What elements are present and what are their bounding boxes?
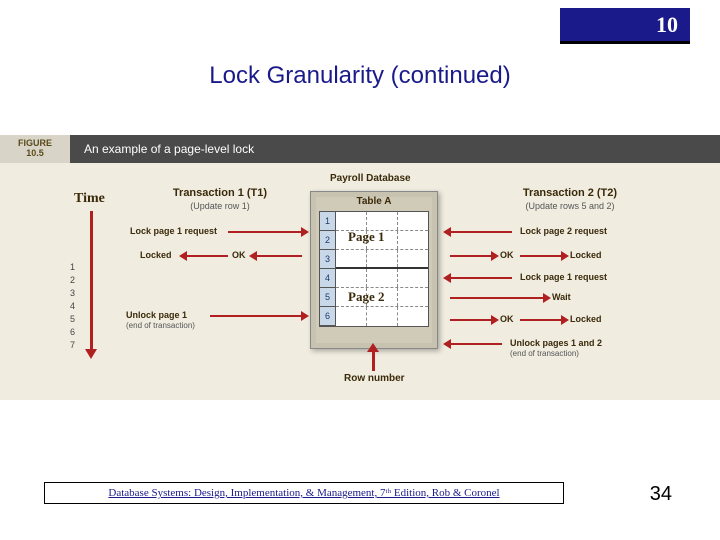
t2-evt1: Lock page 2 request	[520, 227, 607, 237]
t1-evt2r: OK	[232, 251, 246, 261]
arrow-right-icon	[450, 297, 544, 299]
page1-label: Page 1	[348, 229, 384, 245]
t1-evt1: Lock page 1 request	[130, 227, 217, 237]
row-num: 6	[320, 307, 336, 326]
page-number: 34	[650, 483, 672, 506]
table-title: Table A	[311, 192, 437, 209]
arrow-right-icon	[210, 315, 302, 317]
t2-title: Transaction 2 (T2)	[523, 187, 617, 199]
row-num: 3	[320, 250, 336, 269]
arrow-right-icon	[520, 255, 562, 257]
tick: 5	[70, 313, 75, 326]
rownum-arrow-icon	[372, 351, 375, 371]
t2-evt2r: Locked	[570, 251, 602, 261]
tick: 1	[70, 261, 75, 274]
diagram: Time 1 2 3 4 5 6 7 Transaction 1 (T1) (U…	[0, 163, 720, 400]
figure-area: FIGURE 10.5 An example of a page-level l…	[0, 135, 720, 400]
time-ticks: 1 2 3 4 5 6 7	[70, 261, 75, 352]
tick: 4	[70, 300, 75, 313]
figure-label: FIGURE 10.5	[0, 135, 70, 163]
t1-evt3: Unlock page 1 (end of transaction)	[126, 311, 195, 331]
table-box: Table A 1 2 3 4 5 6	[310, 191, 438, 349]
t1-header: Transaction 1 (T1) (Update row 1)	[150, 187, 290, 213]
footer-text: Database Systems: Design, Implementation…	[108, 487, 499, 499]
arrow-right-icon	[228, 231, 302, 233]
db-label: Payroll Database	[330, 173, 411, 184]
tick: 2	[70, 274, 75, 287]
t2-evt2l: OK	[500, 251, 514, 261]
arrow-left-icon	[450, 231, 512, 233]
slide-title: Lock Granularity (continued)	[0, 62, 720, 90]
t1-title: Transaction 1 (T1)	[173, 187, 267, 199]
figure-caption: An example of a page-level lock	[70, 142, 254, 156]
arrow-left-icon	[450, 277, 512, 279]
arrow-right-icon	[450, 255, 492, 257]
chapter-box: 10	[560, 8, 690, 44]
arrow-left-icon	[450, 343, 502, 345]
figure-header: FIGURE 10.5 An example of a page-level l…	[0, 135, 720, 163]
arrow-left-icon	[186, 255, 228, 257]
t1-evt3-text: Unlock page 1	[126, 310, 187, 320]
arrow-right-icon	[450, 319, 492, 321]
rownum-label: Row number	[344, 373, 405, 384]
tick: 7	[70, 339, 75, 352]
time-label: Time	[74, 191, 105, 207]
row-num: 4	[320, 269, 336, 288]
t2-sub: (Update rows 5 and 2)	[525, 201, 614, 211]
tick: 3	[70, 287, 75, 300]
t1-evt3-sub: (end of transaction)	[126, 321, 195, 330]
chapter-number: 10	[656, 12, 678, 38]
t1-sub: (Update row 1)	[190, 201, 250, 211]
t2-evt5r: Locked	[570, 315, 602, 325]
t2-header: Transaction 2 (T2) (Update rows 5 and 2)	[490, 187, 650, 213]
row-num: 5	[320, 288, 336, 307]
row-cells	[336, 307, 428, 326]
row-num: 2	[320, 231, 336, 250]
t1-evt2l: Locked	[140, 251, 172, 261]
page2-label: Page 2	[348, 289, 384, 305]
t2-evt4: Wait	[552, 293, 571, 303]
t2-evt3: Lock page 1 request	[520, 273, 607, 283]
t2-evt6-sub: (end of transaction)	[510, 349, 579, 358]
t2-evt6: Unlock pages 1 and 2 (end of transaction…	[510, 339, 602, 359]
figure-label-num: 10.5	[26, 149, 44, 159]
row-cells	[336, 250, 428, 269]
t2-evt5l: OK	[500, 315, 514, 325]
time-arrow-icon	[90, 211, 93, 351]
row-num: 1	[320, 212, 336, 231]
arrow-right-icon	[520, 319, 562, 321]
tick: 6	[70, 326, 75, 339]
row-cells	[336, 269, 428, 288]
footer-bar: Database Systems: Design, Implementation…	[44, 482, 564, 504]
arrow-left-icon	[256, 255, 302, 257]
t2-evt6-text: Unlock pages 1 and 2	[510, 338, 602, 348]
